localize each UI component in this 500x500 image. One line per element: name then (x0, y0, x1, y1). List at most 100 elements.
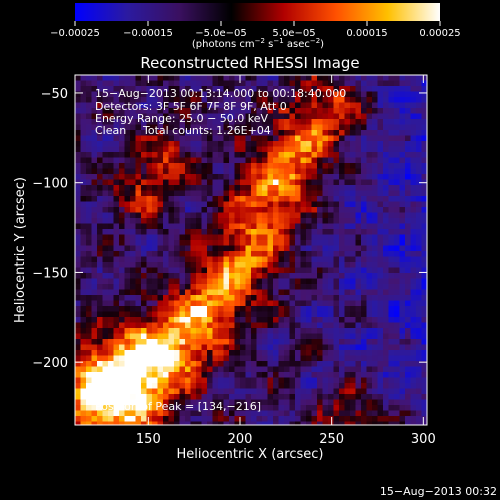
heatmap-cell (130, 185, 136, 191)
heatmap-cell (333, 399, 340, 406)
heatmap-cell (157, 372, 164, 378)
heatmap-cell (388, 80, 395, 87)
heatmap-cell (289, 174, 296, 180)
heatmap-cell (163, 366, 169, 373)
heatmap-cell (113, 80, 120, 87)
heatmap-cell (141, 333, 147, 340)
heatmap-cell (75, 223, 81, 230)
heatmap-cell (190, 284, 197, 290)
heatmap-cell (135, 383, 142, 389)
heatmap-cell (212, 372, 219, 378)
heatmap-cell (245, 218, 252, 224)
heatmap-cell (223, 245, 230, 252)
heatmap-cell (229, 405, 235, 411)
heatmap-cell (229, 229, 235, 235)
heatmap-cell (229, 410, 235, 417)
chart-title: Reconstructed RHESSI Image (140, 54, 359, 72)
heatmap-cell (328, 317, 334, 323)
heatmap-cell (157, 207, 164, 213)
heatmap-cell (245, 311, 252, 318)
heatmap-cell (273, 240, 279, 246)
heatmap-cell (168, 300, 175, 307)
heatmap-cell (91, 383, 98, 389)
heatmap-cell (333, 251, 340, 257)
heatmap-cell (295, 388, 301, 395)
heatmap-cell (141, 295, 147, 301)
heatmap-cell (212, 273, 219, 279)
heatmap-cell (355, 218, 362, 224)
heatmap-cell (421, 399, 427, 406)
heatmap-cell (300, 328, 307, 334)
heatmap-cell (190, 278, 197, 285)
heatmap-cell (179, 218, 186, 224)
heatmap-cell (223, 289, 230, 296)
heatmap-cell (190, 240, 197, 246)
heatmap-cell (383, 273, 389, 279)
heatmap-cell (141, 328, 147, 334)
heatmap-cell (168, 339, 175, 345)
heatmap-cell (267, 75, 274, 81)
heatmap-cell (278, 223, 285, 230)
heatmap-cell (152, 119, 158, 125)
heatmap-cell (306, 152, 312, 158)
heatmap-cell (80, 333, 87, 340)
heatmap-cell (124, 377, 131, 384)
heatmap-cell (366, 251, 373, 257)
heatmap-cell (245, 185, 252, 191)
heatmap-cell (339, 344, 345, 351)
heatmap-cell (355, 146, 362, 153)
heatmap-cell (102, 383, 109, 389)
heatmap-cell (284, 97, 290, 103)
heatmap-cell (185, 207, 191, 213)
heatmap-cell (157, 113, 164, 120)
heatmap-cell (339, 135, 345, 142)
heatmap-cell (311, 421, 318, 425)
heatmap-cell (251, 113, 257, 120)
heatmap-cell (130, 284, 136, 290)
heatmap-cell (366, 91, 373, 98)
heatmap-cell (108, 196, 114, 202)
heatmap-cell (333, 212, 340, 219)
heatmap-cell (97, 273, 103, 279)
heatmap-cell (300, 410, 307, 417)
heatmap-cell (108, 102, 114, 109)
heatmap-cell (124, 256, 131, 263)
heatmap-cell (157, 267, 164, 274)
heatmap-cell (179, 113, 186, 120)
heatmap-cell (388, 350, 395, 356)
heatmap-cell (383, 284, 389, 290)
heatmap-cell (97, 108, 103, 114)
heatmap-cell (207, 124, 213, 131)
heatmap-cell (355, 245, 362, 252)
energy-range-label: Energy Range: 25.0 − 50.0 keV (95, 112, 269, 125)
heatmap-cell (256, 300, 263, 307)
heatmap-cell (421, 240, 427, 246)
heatmap-cell (278, 146, 285, 153)
heatmap-cell (339, 168, 345, 175)
heatmap-cell (388, 146, 395, 153)
heatmap-cell (229, 201, 235, 208)
heatmap-cell (405, 311, 411, 318)
heatmap-cell (196, 421, 202, 425)
heatmap-cell (311, 168, 318, 175)
heatmap-cell (394, 218, 400, 224)
heatmap-cell (399, 102, 406, 109)
heatmap-cell (344, 234, 351, 241)
heatmap-cell (300, 289, 307, 296)
heatmap-cell (218, 300, 224, 307)
heatmap-cell (405, 196, 411, 202)
heatmap-cell (416, 339, 422, 345)
heatmap-cell (234, 174, 241, 180)
heatmap-cell (350, 355, 356, 362)
heatmap-cell (240, 80, 246, 87)
heatmap-cell (289, 157, 296, 164)
heatmap-cell (196, 91, 202, 98)
heatmap-cell (86, 388, 92, 395)
heatmap-cell (355, 113, 362, 120)
heatmap-cell (273, 289, 279, 296)
heatmap-cell (350, 196, 356, 202)
heatmap-cell (311, 322, 318, 329)
heatmap-cell (421, 245, 427, 252)
heatmap-cell (251, 278, 257, 285)
heatmap-cell (251, 229, 257, 235)
